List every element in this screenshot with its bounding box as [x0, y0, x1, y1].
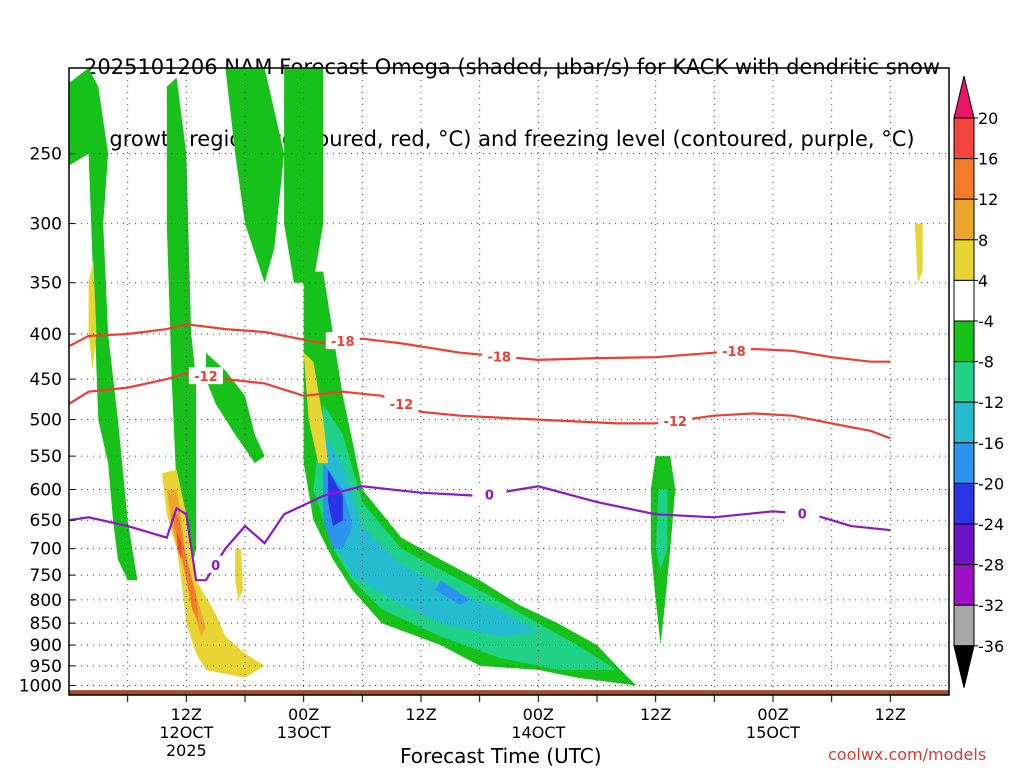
- x-tick-date-label: 15OCT: [746, 723, 800, 742]
- freezing-contour-label: 0: [485, 488, 494, 503]
- colorbar-cell: [953, 442, 975, 484]
- x-tick-label: 12Z: [640, 705, 671, 724]
- x-tick-label: 12Z: [405, 705, 436, 724]
- x-tick-label: 00Z: [523, 705, 554, 724]
- x-tick-year-label: 2025: [166, 741, 207, 760]
- credit-watermark: coolwx.com/models: [828, 745, 987, 764]
- omega-region: [166, 77, 197, 570]
- colorbar-cell: [953, 604, 975, 647]
- colorbar-cell: [953, 239, 975, 281]
- y-tick-label: 750: [30, 566, 62, 586]
- x-tick-label: 12Z: [875, 705, 906, 724]
- x-tick-date-label: 13OCT: [277, 723, 331, 742]
- omega-region: [69, 68, 138, 581]
- freezing-contour-label: 0: [798, 508, 807, 523]
- omega-region: [176, 531, 182, 560]
- temp-contour-line: [69, 323, 891, 363]
- omega-region: [88, 260, 97, 371]
- colorbar-label: 4: [978, 271, 988, 290]
- colorbar-cell: [953, 361, 975, 403]
- omega-region: [313, 403, 617, 670]
- y-tick-label: 300: [30, 215, 62, 235]
- y-tick-label: 800: [30, 591, 62, 611]
- chart-title-line1: 2025101206 NAM Forecast Omega (shaded, μ…: [84, 55, 940, 79]
- temp-contour-label-bg: [658, 411, 693, 429]
- y-tick-label: 550: [30, 447, 62, 467]
- x-tick-date-label: 14OCT: [511, 723, 565, 742]
- plot-frame: [68, 67, 950, 696]
- colorbar-label: -12: [978, 393, 1004, 412]
- y-tick-label: 1000: [19, 677, 62, 697]
- colorbar-label: 12: [978, 190, 998, 209]
- freezing-contour-label-bg: [785, 504, 820, 522]
- temp-contour-label-bg: [482, 347, 517, 365]
- colorbar-label: -36: [978, 637, 1004, 656]
- colorbar-label: -4: [978, 312, 994, 331]
- omega-region: [235, 548, 243, 600]
- freezing-contour-label-bg: [198, 555, 233, 573]
- omega-region: [323, 434, 539, 637]
- omega-region: [284, 68, 324, 283]
- temp-contour-label-bg: [384, 394, 419, 412]
- temp-contour-line: [69, 371, 891, 440]
- colorbar-bottom-arrow: [953, 645, 975, 688]
- colorbar-label: -20: [978, 474, 1004, 493]
- colorbar-label: 8: [978, 231, 988, 250]
- temp-contour-label: -18: [487, 350, 511, 365]
- temp-contour-label-bg: [716, 341, 751, 359]
- y-tick-label: 650: [30, 511, 62, 531]
- colorbar-top-arrow: [953, 75, 975, 119]
- temp-contour-label: -18: [331, 335, 355, 350]
- y-tick-label: 950: [30, 657, 62, 677]
- temp-contour-label: -12: [390, 398, 414, 413]
- y-tick-label: 400: [30, 325, 62, 345]
- omega-region: [435, 580, 470, 605]
- colorbar-label: -28: [978, 556, 1004, 575]
- colorbar-cell: [953, 523, 975, 566]
- freezing-contour-label-bg: [472, 485, 507, 503]
- x-axis-title: Forecast Time (UTC): [400, 744, 602, 768]
- colorbar-label: 20: [978, 109, 998, 128]
- y-tick-label: 850: [30, 614, 62, 634]
- ground-surface: [69, 690, 949, 695]
- colorbar-cell: [953, 117, 975, 160]
- omega-region: [914, 223, 923, 283]
- x-tick-label: 00Z: [757, 705, 788, 724]
- omega-region: [655, 489, 668, 570]
- x-tick-label: 12Z: [171, 705, 202, 724]
- y-tick-label: 700: [30, 540, 62, 560]
- colorbar-label: 16: [978, 150, 998, 169]
- y-tick-label: 350: [30, 274, 62, 294]
- y-tick-label: 900: [30, 636, 62, 656]
- colorbar-cell: [953, 482, 975, 525]
- omega-region: [303, 352, 329, 464]
- temp-contour-label-bg: [188, 367, 223, 385]
- x-tick-label: 00Z: [288, 705, 319, 724]
- temp-contour-label: -18: [722, 345, 746, 360]
- colorbar-cell: [953, 401, 975, 444]
- colorbar-label: -16: [978, 434, 1004, 453]
- colorbar-cell: [953, 564, 975, 606]
- colorbar-label: -32: [978, 596, 1004, 615]
- colorbar-cell: [953, 158, 975, 200]
- freezing-contour-line: [69, 485, 891, 582]
- y-tick-label: 600: [30, 481, 62, 501]
- colorbar-label: -8: [978, 353, 994, 372]
- y-tick-label: 450: [30, 370, 62, 390]
- colorbar-cell: [953, 198, 975, 241]
- temp-contour-label: -12: [663, 415, 687, 430]
- colorbar-cell: [953, 320, 975, 363]
- colorbar-label: -24: [978, 515, 1004, 534]
- freezing-contour-label: 0: [211, 559, 220, 574]
- omega-region: [328, 469, 343, 527]
- x-tick-date-label: 12OCT: [159, 723, 213, 742]
- y-tick-label: 500: [30, 411, 62, 431]
- omega-region: [161, 469, 265, 678]
- temp-contour-label: -12: [194, 370, 218, 385]
- colorbar-cell: [953, 279, 975, 322]
- y-tick-label: 250: [30, 145, 62, 165]
- temp-contour-label-bg: [325, 332, 360, 350]
- omega-region: [225, 68, 285, 283]
